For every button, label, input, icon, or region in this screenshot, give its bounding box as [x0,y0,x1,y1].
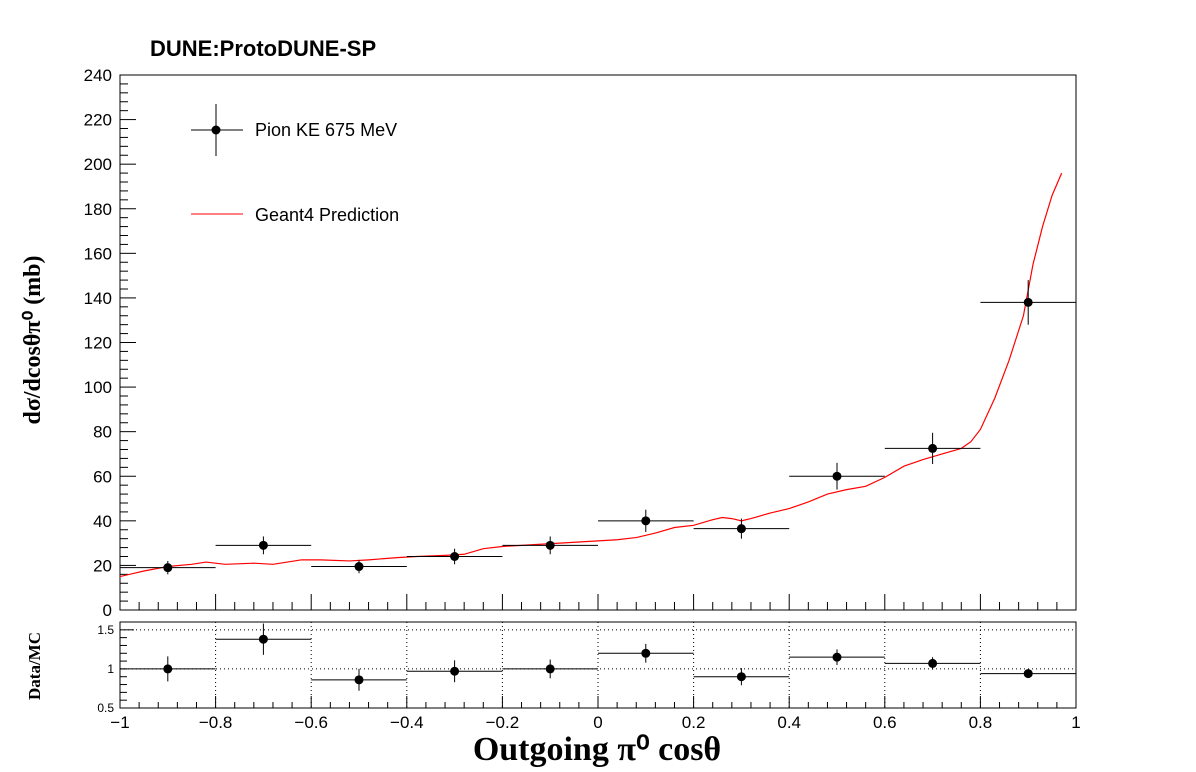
x-tick-label: 0.4 [777,713,801,732]
y-tick-label: 20 [93,556,112,575]
ratio-point [258,634,268,644]
legend-entry-prediction: Geant4 Prediction [255,205,399,225]
data-point [832,471,842,481]
y-tick-label: 160 [84,244,112,263]
y-tick-label: 80 [93,423,112,442]
main-plot-frame [119,74,1077,611]
data-point [641,516,651,526]
y-tick-label: 0 [103,601,112,620]
y-tick-label: 140 [84,289,112,308]
ratio-point [1023,669,1033,679]
legend-data-marker [211,125,221,135]
x-tick-label: 0.2 [682,713,706,732]
prediction-curve [119,172,1063,578]
x-tick-label: 0.8 [969,713,993,732]
y-tick-label: 40 [93,512,112,531]
ratio-y-tick-label: 0.5 [97,701,114,715]
data-point [545,540,555,550]
x-tick-label: −0.4 [390,713,424,732]
x-tick-label: −1 [110,713,129,732]
legend-entry-data: Pion KE 675 MeV [255,120,397,140]
y-tick-label: 180 [84,200,112,219]
y-tick-label: 220 [84,111,112,130]
data-point [258,540,268,550]
chart-title: DUNE:ProtoDUNE-SP [150,36,376,61]
y-tick-label: 240 [84,66,112,85]
ratio-point [928,658,938,668]
y-tick-label: 60 [93,467,112,486]
data-point [163,563,173,573]
legend: Pion KE 675 MeV Geant4 Prediction [191,104,399,225]
ratio-point [354,675,364,685]
x-tick-label: −0.6 [294,713,328,732]
ratio-point [641,648,651,658]
ratio-point [736,672,746,682]
x-tick-label: 1 [1071,713,1080,732]
data-point [354,562,364,572]
y-tick-label: 200 [84,155,112,174]
ratio-y-tick-label: 1.5 [97,623,114,637]
ratio-point [545,664,555,674]
ratio-point [832,652,842,662]
ratio-point [163,664,173,674]
y-tick-label: 120 [84,334,112,353]
x-axis-label: Outgoing π⁰ cosθ [473,731,721,768]
data-point [736,524,746,534]
main-panel: 0 20 40 60 80 100 120 140 160 180 200 220 240 [84,66,1077,620]
data-point [928,443,938,453]
data-point [1023,297,1033,307]
x-tick-label: −0.2 [486,713,520,732]
ratio-panel: 0.5 1 1.5 −1 −0.8 −0.6 −0.4 −0.2 0 0.2 0.4 0.6 0.8 1 [97,621,1081,732]
ratio-y-tick-label: 1 [107,662,114,676]
x-tick-label: 0 [593,713,602,732]
y-axis-label: dσ/dcosθπ⁰ (mb) [20,255,46,424]
x-tick-label: −0.8 [199,713,233,732]
y-tick-label: 100 [84,378,112,397]
x-tick-label: 0.6 [873,713,897,732]
ratio-point [450,666,460,676]
data-point [450,552,460,561]
ratio-y-axis-label: Data/MC [25,632,44,700]
